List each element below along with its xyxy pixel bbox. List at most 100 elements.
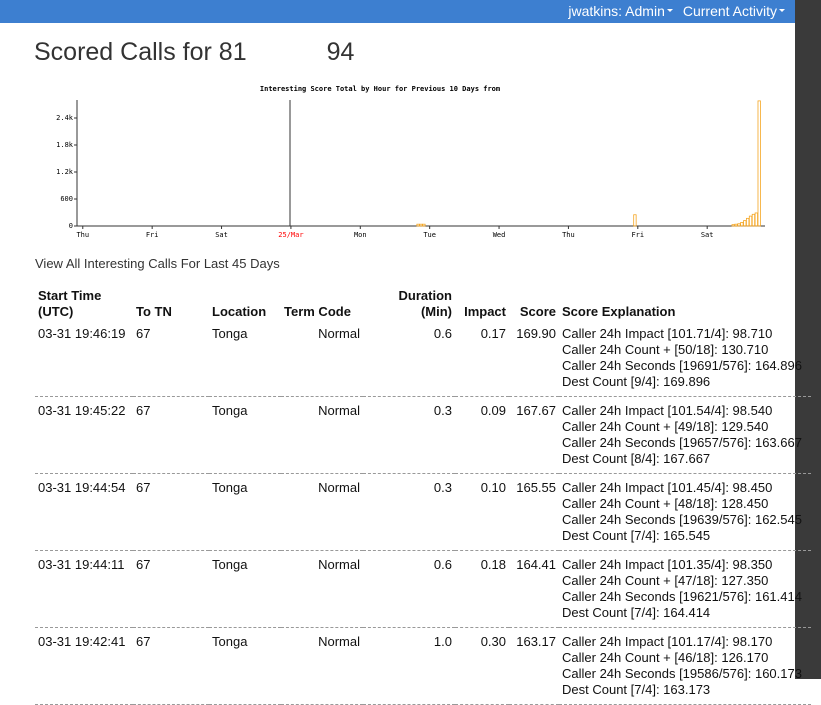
explanation-line: Caller 24h Impact [101.71/4]: 98.710 xyxy=(562,326,773,341)
x-tick-label: Thu xyxy=(562,231,575,239)
bar xyxy=(416,223,420,227)
column-header: Location xyxy=(212,304,267,319)
activity-menu[interactable]: Current Activity xyxy=(683,3,785,19)
chart: Interesting Score Total by Hour for Prev… xyxy=(56,85,765,239)
table-cell: 0.18 xyxy=(455,550,509,628)
table-cell: Normal xyxy=(281,320,363,397)
table-cell: Normal xyxy=(281,473,363,551)
table-cell: Tonga xyxy=(209,320,281,397)
bar xyxy=(422,223,426,227)
heading: Scored Calls for 81 94 xyxy=(34,38,354,67)
bar xyxy=(751,213,756,227)
table-cell: 0.30 xyxy=(455,627,509,705)
explanation-line: Caller 24h Count + [47/18]: 127.350 xyxy=(562,573,769,588)
table-cell: Tonga xyxy=(209,396,281,474)
column-header: Start Time (UTC) xyxy=(38,288,102,319)
explanation-line: Caller 24h Seconds [19657/576]: 163.667 xyxy=(562,435,802,450)
bar xyxy=(757,100,761,227)
table-cell: 03-31 19:44:54 xyxy=(35,473,133,551)
explanation-line: Caller 24h Impact [101.45/4]: 98.450 xyxy=(562,480,773,495)
table-cell: 169.90 xyxy=(509,320,559,397)
table-cell: 164.41 xyxy=(509,550,559,628)
table-row: 03-31 19:45:22 67 Tonga Normal 0.3 0.09 167.67… xyxy=(35,396,811,474)
x-tick-label: Sat xyxy=(701,231,714,239)
column-header: Score Explanation xyxy=(562,304,676,319)
top-bar: jwatkins: Admin Current Activity xyxy=(0,0,795,23)
table-cell: 1.0 xyxy=(363,627,455,705)
heading-text: Scored Calls for 81 xyxy=(34,38,247,66)
x-tick-label: Sat xyxy=(215,231,228,239)
x-tick-label: Mon xyxy=(354,231,367,239)
y-tick-label: 2.4k xyxy=(56,114,74,122)
explanation-line: Caller 24h Impact [101.35/4]: 98.350 xyxy=(562,557,773,572)
page: jwatkins: Admin Current Activity Scored C… xyxy=(0,0,821,679)
column-header: Term Code xyxy=(284,304,351,319)
table-cell: 03-31 19:45:22 xyxy=(35,396,133,474)
table-cell: 167.67 xyxy=(509,396,559,474)
table-cell: 67 xyxy=(133,473,209,551)
column-header: Duration (Min) xyxy=(398,288,452,319)
y-tick-label: 0 xyxy=(69,222,73,230)
explanation-line: Caller 24h Seconds [19639/576]: 162.545 xyxy=(562,512,802,527)
table-cell: 165.55 xyxy=(509,473,559,551)
column-header: To TN xyxy=(136,304,172,319)
table-cell: 0.6 xyxy=(363,320,455,397)
x-tick-label: Wed xyxy=(493,231,506,239)
bar xyxy=(754,212,758,227)
y-tick-label: 1.2k xyxy=(56,168,74,176)
x-tick-label: Fri xyxy=(146,231,159,239)
explanation-line: Dest Count [9/4]: 169.896 xyxy=(562,374,711,389)
table-cell: Normal xyxy=(281,396,363,474)
table-cell: 67 xyxy=(133,396,209,474)
bar xyxy=(633,214,637,227)
table-cell: 03-31 19:42:41 xyxy=(35,627,133,705)
table-cell: 0.10 xyxy=(455,473,509,551)
table-cell: Normal xyxy=(281,550,363,628)
table-cell: 03-31 19:44:11 xyxy=(35,550,133,628)
explanation-line: Caller 24h Impact [101.17/4]: 98.170 xyxy=(562,634,773,649)
explanation-line: Dest Count [7/4]: 164.414 xyxy=(562,605,711,620)
y-tick-label: 1.8k xyxy=(56,141,74,149)
bar xyxy=(731,224,735,227)
table-cell: Tonga xyxy=(209,473,281,551)
y-tick-label: 600 xyxy=(60,195,73,203)
table-cell: 67 xyxy=(133,320,209,397)
user-menu[interactable]: jwatkins: Admin xyxy=(568,3,672,19)
bar xyxy=(419,223,423,227)
explanation-line: Caller 24h Seconds [19691/576]: 164.896 xyxy=(562,358,802,373)
table-row: 03-31 19:42:41 67 Tonga Normal 1.0 0.30 163.17… xyxy=(35,627,811,705)
explanation-line: Caller 24h Count + [46/18]: 126.170 xyxy=(562,650,769,665)
score-explanation: Caller 24h Impact [101.17/4]: 98.170 Call… xyxy=(559,627,811,705)
explanation-line: Caller 24h Count + [49/18]: 129.540 xyxy=(562,419,769,434)
table-row: 03-31 19:44:11 67 Tonga Normal 0.6 0.18 164.41… xyxy=(35,550,811,628)
score-explanation: Caller 24h Impact [101.45/4]: 98.450 Call… xyxy=(559,473,811,551)
bar xyxy=(746,217,750,227)
table-cell: 0.17 xyxy=(455,320,509,397)
table-cell: 0.3 xyxy=(363,396,455,474)
column-header: Score xyxy=(519,304,556,319)
bar xyxy=(748,215,753,227)
table-cell: 0.3 xyxy=(363,473,455,551)
bar xyxy=(740,221,744,227)
explanation-line: Caller 24h Seconds [19586/576]: 160.173 xyxy=(562,666,802,681)
explanation-line: Dest Count [7/4]: 163.173 xyxy=(562,682,711,697)
table-cell: 67 xyxy=(133,550,209,628)
x-tick-label: Thu xyxy=(76,231,89,239)
bar xyxy=(734,223,738,227)
explanation-line: Dest Count [7/4]: 165.545 xyxy=(562,528,711,543)
table-cell: Normal xyxy=(281,627,363,705)
calls-link[interactable]: View All Interesting Calls For Last 45 D… xyxy=(35,256,280,271)
score-explanation: Caller 24h Impact [101.35/4]: 98.350 Call… xyxy=(559,550,811,628)
explanation-line: Caller 24h Count + [50/18]: 130.710 xyxy=(562,342,769,357)
column-header: Impact xyxy=(464,304,506,319)
table-cell: 03-31 19:46:19 xyxy=(35,320,133,397)
table-cell: Tonga xyxy=(209,550,281,628)
calls-table: Start Time (UTC) To TN Location Term Code Du… xyxy=(35,288,811,705)
explanation-line: Caller 24h Count + [48/18]: 128.450 xyxy=(562,496,769,511)
table-cell: 0.6 xyxy=(363,550,455,628)
x-tick-label: 25/Mar xyxy=(278,231,303,239)
chart-title: Interesting Score Total by Hour for Prev… xyxy=(260,85,500,93)
table-cell: 163.17 xyxy=(509,627,559,705)
heading-text: 94 xyxy=(326,38,355,66)
x-tick-label: Fri xyxy=(631,231,644,239)
